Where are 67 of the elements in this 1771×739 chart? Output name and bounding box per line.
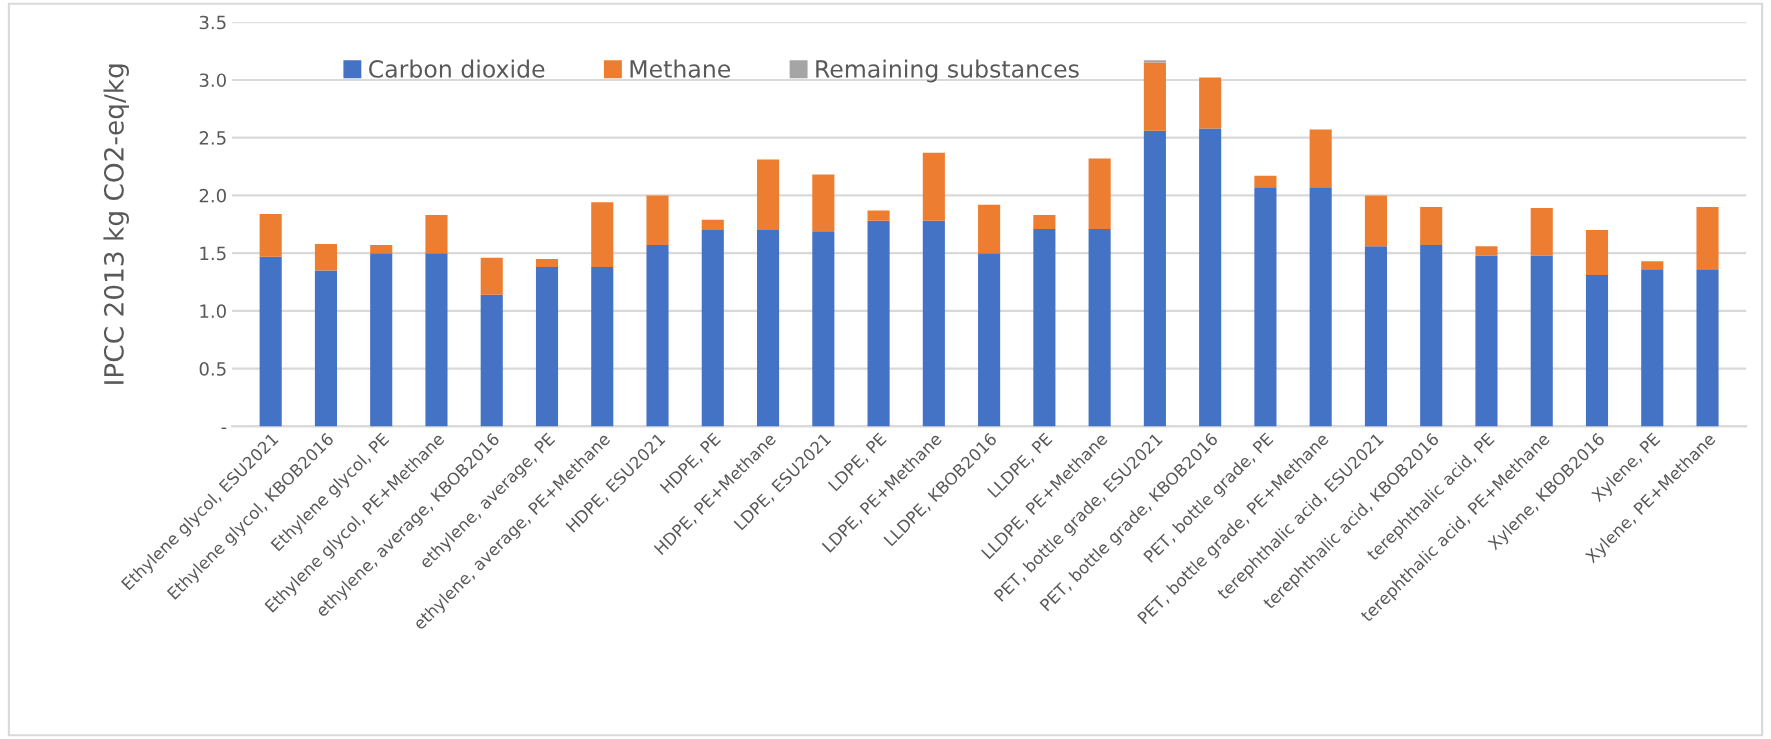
bar [1696, 269, 1719, 427]
bar [591, 202, 614, 268]
y-tick-label: 2.5 [199, 131, 226, 145]
bar [867, 220, 890, 427]
legend-label: Carbon dioxide [369, 59, 545, 78]
bar [1364, 195, 1387, 247]
bar [978, 204, 1001, 254]
bar [1475, 246, 1498, 256]
bar [1530, 255, 1553, 427]
bar [646, 195, 669, 246]
bar [480, 294, 503, 427]
bar [757, 159, 780, 231]
bar [1641, 269, 1664, 427]
bar [1309, 129, 1332, 188]
y-tick-label: 1.0 [200, 304, 226, 319]
bar [701, 219, 724, 231]
bar [1143, 130, 1166, 427]
bar [1088, 158, 1111, 229]
bar [812, 174, 835, 232]
bar [535, 267, 559, 427]
bar [480, 257, 503, 295]
y-tick-label: 0.5 [199, 362, 226, 376]
bar [1309, 187, 1332, 427]
bar [1585, 230, 1609, 276]
bar [1641, 261, 1664, 270]
bar [701, 230, 724, 427]
bar [425, 253, 448, 427]
bar [535, 258, 559, 268]
bar [646, 245, 669, 427]
bar [1143, 62, 1166, 131]
legend-label: Remaining substances [816, 59, 1079, 83]
bar [922, 220, 945, 427]
bar [1088, 228, 1111, 427]
bar [370, 253, 393, 427]
bar [1364, 246, 1387, 427]
bar [1254, 175, 1277, 188]
y-axis-title: IPCC 2013 kg CO2-eq/kg [103, 64, 129, 384]
bar [370, 245, 393, 254]
bar [591, 267, 614, 427]
bar [1254, 187, 1277, 427]
bar [1420, 206, 1443, 246]
bar [867, 210, 890, 221]
bar [1475, 255, 1498, 427]
bar [1530, 208, 1553, 256]
y-tick-label: 3.0 [199, 73, 226, 88]
y-tick-label: 2.0 [199, 188, 226, 203]
bar [314, 270, 337, 427]
bar [922, 152, 945, 221]
bar [1585, 275, 1609, 427]
bar [1033, 215, 1056, 229]
bar [259, 256, 282, 427]
y-tick-label: - [221, 427, 227, 430]
bar [314, 243, 337, 271]
bar [259, 213, 282, 257]
bar [1420, 245, 1443, 427]
bar [425, 215, 448, 254]
bar [1199, 77, 1222, 129]
y-tick-label: 1.5 [200, 246, 226, 261]
bar [978, 253, 1001, 427]
bar [1033, 228, 1056, 427]
bar [1143, 60, 1166, 63]
bar [757, 230, 780, 427]
bar [1199, 128, 1222, 427]
legend-label: Methane [630, 59, 731, 78]
bar [812, 231, 835, 427]
y-tick-label: 3.5 [199, 15, 226, 30]
bar [1696, 206, 1719, 270]
